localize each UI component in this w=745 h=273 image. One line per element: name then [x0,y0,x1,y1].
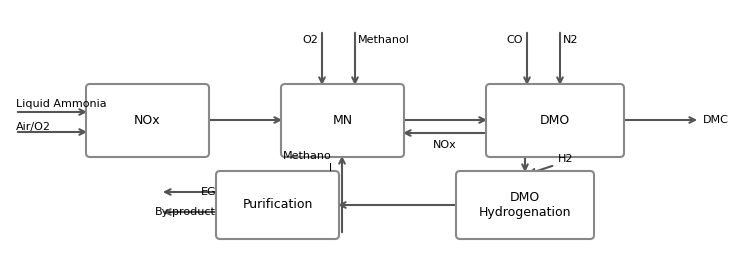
Text: H2: H2 [558,154,574,164]
Text: Purification: Purification [242,198,313,212]
Text: O2: O2 [302,35,318,45]
Text: DMC: DMC [703,115,729,125]
Text: MN: MN [332,114,352,127]
FancyBboxPatch shape [216,171,339,239]
Text: Liquid Ammonia: Liquid Ammonia [16,99,107,109]
Text: NOx: NOx [134,114,161,127]
FancyBboxPatch shape [456,171,594,239]
Text: CO: CO [507,35,523,45]
Text: EG: EG [200,187,216,197]
Text: Air/O2: Air/O2 [16,122,51,132]
Text: NOx: NOx [433,140,457,150]
Text: DMO
Hydrogenation: DMO Hydrogenation [479,191,571,219]
Text: Methano
l: Methano l [283,151,332,173]
Text: By-product: By-product [155,207,216,217]
Text: N2: N2 [563,35,579,45]
Text: DMO: DMO [540,114,570,127]
FancyBboxPatch shape [86,84,209,157]
Text: Methanol: Methanol [358,35,410,45]
FancyBboxPatch shape [281,84,404,157]
FancyBboxPatch shape [486,84,624,157]
